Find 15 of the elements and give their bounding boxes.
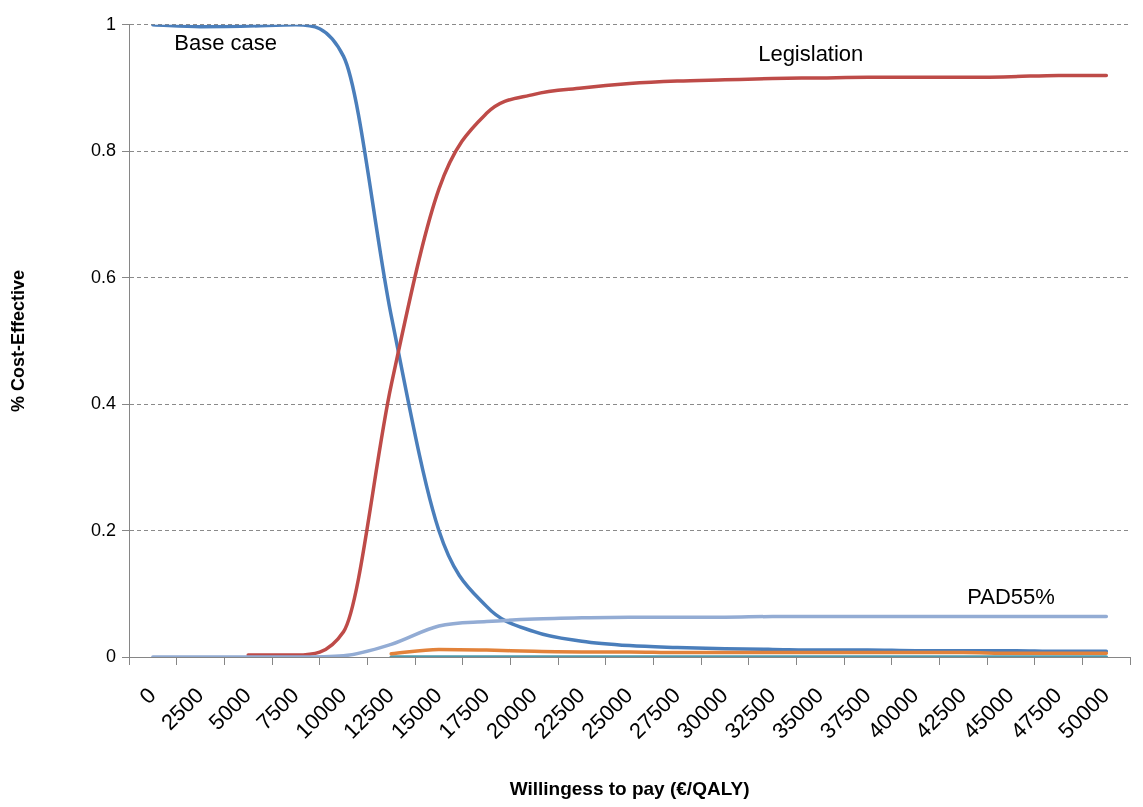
y-tick-label: 0.8: [90, 140, 116, 161]
series-label: PAD55%: [967, 583, 1055, 609]
line-series: [246, 73, 1109, 657]
y-tick-label: 0.2: [90, 519, 116, 540]
x-axis-title: Willingess to pay (€/QALY): [509, 777, 750, 799]
x-tick-label: 0: [134, 682, 161, 709]
y-axis-title: % Cost-Effective: [7, 269, 28, 412]
y-tick-label: 0: [105, 645, 116, 666]
y-tick-label: 0.6: [90, 266, 116, 287]
y-tick-label: 0.4: [90, 393, 116, 414]
y-tick-label: 1: [105, 13, 116, 34]
series-label: Legislation: [758, 41, 864, 67]
line-series: [151, 614, 1109, 657]
series-label: Base case: [174, 29, 278, 55]
line-series: [151, 24, 1109, 654]
